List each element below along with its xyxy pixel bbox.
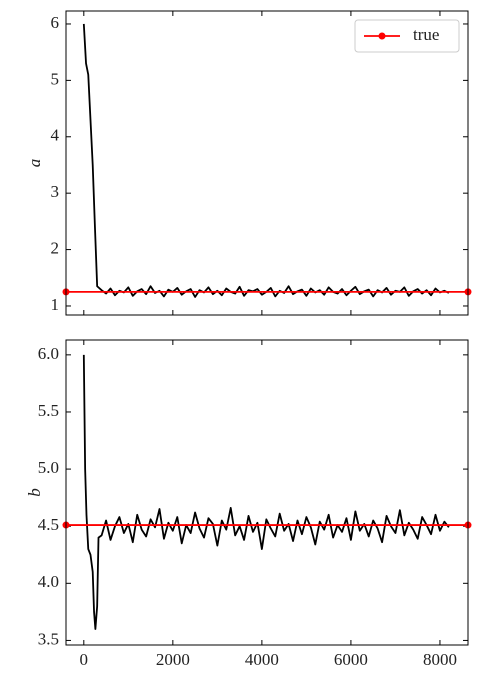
legend-box [354, 19, 460, 53]
y-tick-label: 1 [51, 295, 60, 314]
plot-area [66, 354, 468, 630]
y-tick-label: 6.0 [38, 344, 59, 363]
trace-line [82, 23, 450, 298]
trace-line [82, 354, 450, 630]
x-tick-label: 2000 [156, 650, 190, 669]
x-tick-label: 0 [80, 650, 89, 669]
y-axis-label: a [25, 159, 44, 168]
y-tick-label: 2 [51, 238, 60, 257]
x-tick-label: 8000 [423, 650, 457, 669]
legend-label: true [413, 25, 439, 44]
y-tick-label: 5 [51, 69, 60, 88]
axes-frame [65, 10, 469, 316]
legend-marker [378, 32, 386, 40]
x-tick-label: 4000 [245, 650, 279, 669]
axes-frame [65, 339, 469, 646]
y-tick-label: 3.5 [38, 629, 59, 648]
y-axis-label: b [25, 488, 44, 497]
y-tick-label: 6 [51, 13, 60, 32]
plot-area [66, 23, 468, 298]
y-tick-label: 4.0 [38, 572, 59, 591]
y-tick-label: 3 [51, 182, 60, 201]
y-tick-label: 4.5 [38, 515, 59, 534]
x-tick-label: 6000 [334, 650, 368, 669]
y-tick-label: 5.5 [38, 401, 59, 420]
y-tick-label: 4 [51, 126, 60, 145]
y-tick-label: 5.0 [38, 458, 59, 477]
